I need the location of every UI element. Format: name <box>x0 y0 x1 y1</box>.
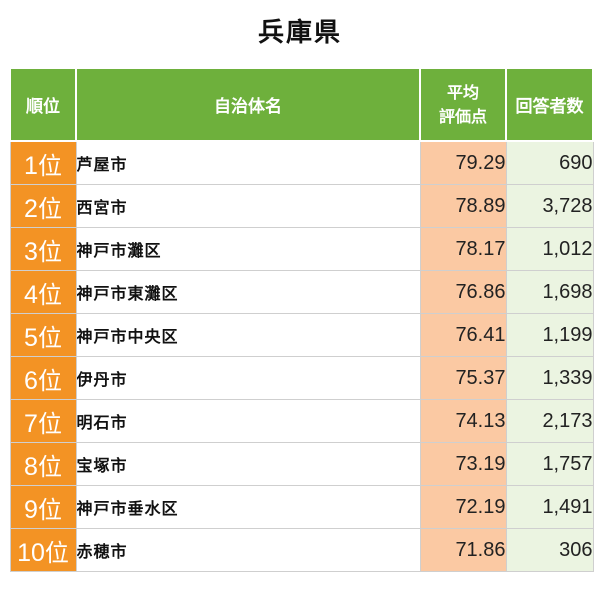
respondent-count: 1,491 <box>505 485 594 529</box>
table-row: 8位 宝塚市 73.19 1,757 <box>9 442 594 486</box>
rank-suffix: 位 <box>37 151 62 180</box>
table-row: 1位 芦屋市 79.29 690 <box>9 140 594 185</box>
table-header: 順位 自治体名 平均 評価点 回答者数 <box>9 67 594 142</box>
respondent-count: 2,173 <box>505 399 594 443</box>
ranking-table: 順位 自治体名 平均 評価点 回答者数 1位 芦屋市 79.29 690 2位 西宮市 78… <box>9 67 594 572</box>
municipality-name: 神戸市垂水区 <box>75 485 421 529</box>
rank-number: 6 <box>24 366 38 395</box>
rank-cell: 3位 <box>9 227 77 271</box>
rank-suffix: 位 <box>37 452 62 481</box>
rank-number: 4 <box>24 280 38 309</box>
rank-number: 8 <box>24 452 38 481</box>
rank-suffix: 位 <box>37 495 62 524</box>
average-score: 76.41 <box>419 313 507 357</box>
rank-cell: 10位 <box>9 528 77 572</box>
municipality-name: 西宮市 <box>75 184 421 228</box>
rank-suffix: 位 <box>44 538 69 567</box>
municipality-name: 神戸市灘区 <box>75 227 421 271</box>
average-score: 73.19 <box>419 442 507 486</box>
table-body: 1位 芦屋市 79.29 690 2位 西宮市 78.89 3,728 3位 神戸市灘区 78.17… <box>9 140 594 572</box>
rank-suffix: 位 <box>37 237 62 266</box>
table-row: 9位 神戸市垂水区 72.19 1,491 <box>9 485 594 529</box>
average-score: 79.29 <box>419 140 507 185</box>
average-score: 74.13 <box>419 399 507 443</box>
header-average-score: 平均 評価点 <box>419 67 507 142</box>
average-score: 75.37 <box>419 356 507 400</box>
rank-number: 7 <box>24 409 38 438</box>
respondent-count: 1,698 <box>505 270 594 314</box>
rank-cell: 2位 <box>9 184 77 228</box>
respondent-count: 1,757 <box>505 442 594 486</box>
rank-suffix: 位 <box>37 280 62 309</box>
average-score: 76.86 <box>419 270 507 314</box>
average-score: 72.19 <box>419 485 507 529</box>
table-row: 4位 神戸市東灘区 76.86 1,698 <box>9 270 594 314</box>
page-title: 兵庫県 <box>257 18 342 48</box>
respondent-count: 306 <box>505 528 594 572</box>
municipality-name: 明石市 <box>75 399 421 443</box>
rank-cell: 9位 <box>9 485 77 529</box>
rank-cell: 4位 <box>9 270 77 314</box>
respondent-count: 1,199 <box>505 313 594 357</box>
municipality-name: 神戸市中央区 <box>75 313 421 357</box>
average-score: 71.86 <box>419 528 507 572</box>
rank-cell: 7位 <box>9 399 77 443</box>
table-row: 10位 赤穂市 71.86 306 <box>9 528 594 572</box>
municipality-name: 赤穂市 <box>75 528 421 572</box>
municipality-name: 宝塚市 <box>75 442 421 486</box>
header-municipality: 自治体名 <box>75 67 421 142</box>
respondent-count: 690 <box>505 140 594 185</box>
header-score-line2: 評価点 <box>438 106 487 126</box>
rank-number: 10 <box>17 538 45 567</box>
header-rank: 順位 <box>9 67 77 142</box>
rank-number: 5 <box>24 323 38 352</box>
header-row: 順位 自治体名 平均 評価点 回答者数 <box>9 67 594 142</box>
rank-suffix: 位 <box>37 366 62 395</box>
header-respondents: 回答者数 <box>505 67 594 142</box>
respondent-count: 1,012 <box>505 227 594 271</box>
average-score: 78.89 <box>419 184 507 228</box>
average-score: 78.17 <box>419 227 507 271</box>
rank-cell: 6位 <box>9 356 77 400</box>
table-row: 3位 神戸市灘区 78.17 1,012 <box>9 227 594 271</box>
rank-cell: 8位 <box>9 442 77 486</box>
rank-cell: 1位 <box>9 140 77 185</box>
municipality-name: 芦屋市 <box>75 140 421 185</box>
header-score-line1: 平均 <box>446 82 479 102</box>
municipality-name: 神戸市東灘区 <box>75 270 421 314</box>
rank-number: 2 <box>24 194 38 223</box>
respondent-count: 3,728 <box>505 184 594 228</box>
rank-number: 9 <box>24 495 38 524</box>
table-row: 7位 明石市 74.13 2,173 <box>9 399 594 443</box>
rank-suffix: 位 <box>37 409 62 438</box>
municipality-name: 伊丹市 <box>75 356 421 400</box>
table-row: 2位 西宮市 78.89 3,728 <box>9 184 594 228</box>
rank-cell: 5位 <box>9 313 77 357</box>
rank-number: 3 <box>24 237 38 266</box>
table-row: 6位 伊丹市 75.37 1,339 <box>9 356 594 400</box>
rank-number: 1 <box>24 151 38 180</box>
table-row: 5位 神戸市中央区 76.41 1,199 <box>9 313 594 357</box>
rank-suffix: 位 <box>37 323 62 352</box>
respondent-count: 1,339 <box>505 356 594 400</box>
rank-suffix: 位 <box>37 194 62 223</box>
